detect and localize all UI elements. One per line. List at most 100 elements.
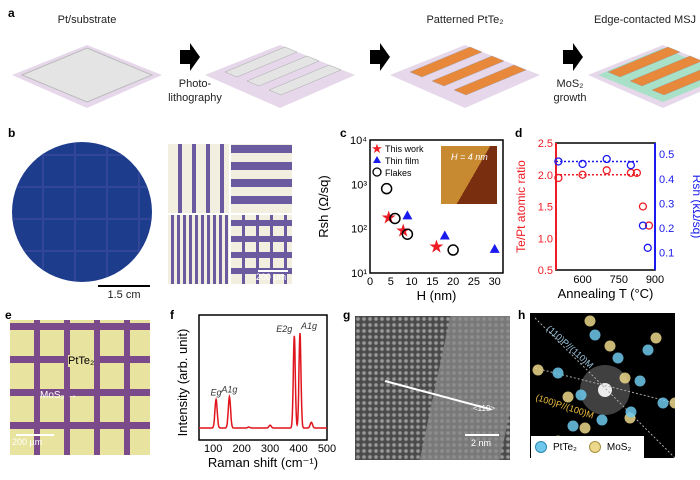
wafer-scale-bar bbox=[98, 285, 150, 287]
chart-c: 0 5 10 15 20 25 30 10¹ 10² 10³ 10⁴ H (nm) Rsh (Ω/sq)… bbox=[316, 135, 504, 303]
process-schematic bbox=[12, 43, 700, 108]
afm-inset-label: H = 4 nm bbox=[451, 152, 488, 162]
ptte2-spot bbox=[596, 414, 608, 426]
photolithography-caption: Photo- lithography bbox=[168, 78, 222, 104]
data-point bbox=[638, 221, 648, 230]
triangle-point bbox=[402, 210, 413, 220]
star-point: ★ bbox=[428, 236, 444, 256]
mos2-spot bbox=[669, 397, 675, 409]
x-tick-label: 5 bbox=[388, 276, 394, 288]
mos2-label: MoS₂ → bbox=[40, 390, 77, 401]
ptte2-spot bbox=[552, 367, 564, 379]
optical-image-e: PtTe₂ MoS₂ → 200 µm bbox=[10, 320, 150, 455]
x-tick-label: 100 bbox=[204, 443, 222, 455]
micrograph-grid bbox=[231, 215, 292, 284]
x-tick-label: 400 bbox=[289, 443, 307, 455]
y-axis-label: Rsh (Ω/sq) bbox=[316, 175, 331, 237]
data-point bbox=[632, 168, 642, 177]
data-point bbox=[626, 161, 636, 170]
panel-label-f: f bbox=[170, 308, 174, 322]
fft-pattern bbox=[530, 313, 675, 458]
afm-inset: H = 4 nm bbox=[441, 146, 497, 204]
legend-marker bbox=[373, 156, 381, 163]
triangle-point bbox=[439, 230, 450, 240]
chart-d: 600 750 900 0.5 1.0 1.5 2.0 2.5 0.1 0.2 0.3 0.4 0.5 A… bbox=[515, 138, 700, 301]
mos2-spot bbox=[584, 315, 596, 327]
circle-point bbox=[447, 244, 459, 256]
peak-label: A1g bbox=[300, 321, 317, 331]
panel-label-c: c bbox=[340, 126, 347, 140]
y-right-axis-label: Rsh (kΩ/sq) bbox=[690, 175, 700, 239]
y-tick-label: 10⁴ bbox=[350, 135, 367, 147]
x-tick-label: 900 bbox=[646, 274, 664, 286]
y-tick-label: 1.0 bbox=[538, 233, 553, 245]
micrograph-horizontal bbox=[231, 144, 292, 213]
mos2-spot bbox=[532, 364, 544, 376]
y-axis-label: Te/Pt atomic ratio bbox=[515, 160, 528, 253]
circle-point bbox=[401, 228, 414, 240]
legend-mos2: MoS₂ bbox=[606, 441, 632, 453]
ptte2-stripe bbox=[607, 46, 681, 78]
x-tick-label: 0 bbox=[367, 276, 373, 288]
ptte2-spot bbox=[612, 352, 624, 364]
arrow-icon bbox=[563, 43, 583, 71]
x-tick-label: 750 bbox=[610, 274, 628, 286]
arrow-icon bbox=[180, 43, 200, 71]
mos2-spot bbox=[562, 391, 574, 403]
x-axis-label: Raman shift (cm⁻¹) bbox=[208, 455, 318, 470]
legend-label: This work bbox=[385, 144, 424, 154]
x-tick-label: 15 bbox=[426, 276, 438, 288]
ptte2-legend-swatch bbox=[535, 441, 547, 453]
x-tick-label: 600 bbox=[573, 274, 591, 286]
raman-spectrum bbox=[199, 332, 327, 429]
y-right-tick-label: 0.3 bbox=[659, 198, 674, 210]
panel-label-e: e bbox=[5, 308, 12, 322]
plot-frame bbox=[369, 139, 504, 274]
y-right-tick-label: 0.5 bbox=[659, 149, 674, 161]
peak-label: A1g bbox=[220, 385, 237, 395]
legend-ptte2: PtTe₂ bbox=[553, 441, 577, 453]
x-tick-label: 30 bbox=[489, 276, 501, 288]
ptte2-spot bbox=[567, 420, 579, 432]
scale-bar-g bbox=[465, 434, 499, 436]
y-tick-label: 2.0 bbox=[538, 170, 553, 182]
x-tick-label: 20 bbox=[447, 276, 459, 288]
optical-micrographs bbox=[168, 144, 292, 284]
panel-label-d: d bbox=[515, 126, 523, 140]
y-right-tick-label: 0.2 bbox=[659, 223, 674, 235]
y-right-tick-label: 0.1 bbox=[659, 248, 674, 260]
scale-bar-e bbox=[16, 434, 54, 436]
peak-label: Eg bbox=[211, 388, 222, 398]
scale-label-e: 200 µm bbox=[12, 437, 43, 447]
legend-label: Flakes bbox=[385, 168, 412, 178]
ptte2-label: PtTe₂ bbox=[68, 355, 95, 367]
x-tick-label: 10 bbox=[405, 276, 417, 288]
scale-label-g: 2 nm bbox=[471, 438, 492, 448]
micrograph-fine-vertical bbox=[168, 215, 229, 284]
y-tick-label: 0.5 bbox=[538, 265, 553, 277]
wafer-scale-label: 1.5 cm bbox=[107, 289, 141, 301]
data-point bbox=[602, 166, 611, 175]
central-spot bbox=[598, 383, 612, 397]
legend-label: Thin film bbox=[385, 156, 419, 166]
pt-stripe bbox=[246, 55, 320, 87]
mos2-growth-caption: MoS₂ growth bbox=[553, 78, 587, 104]
micrograph-scale-bar bbox=[258, 270, 288, 272]
guide-line bbox=[534, 317, 675, 458]
ptte2-spot bbox=[634, 375, 646, 387]
plot-frame bbox=[198, 314, 328, 441]
panel-label-g: g bbox=[343, 308, 351, 322]
mos2-region bbox=[419, 316, 510, 460]
peak-label: E2g bbox=[276, 324, 292, 334]
mos2-label-text: MoS₂ bbox=[40, 390, 65, 401]
tem-image: <110> 2 nm bbox=[355, 316, 510, 460]
micrograph-wide-vertical bbox=[168, 144, 229, 213]
ptte2-stripe bbox=[431, 55, 505, 87]
pt-film bbox=[20, 47, 154, 103]
step-patterned-ptte2: Patterned PtTe₂ bbox=[426, 14, 504, 26]
data-point bbox=[644, 221, 654, 230]
ptte2-stripe bbox=[629, 55, 700, 87]
y-tick-label: 10³ bbox=[351, 179, 367, 191]
